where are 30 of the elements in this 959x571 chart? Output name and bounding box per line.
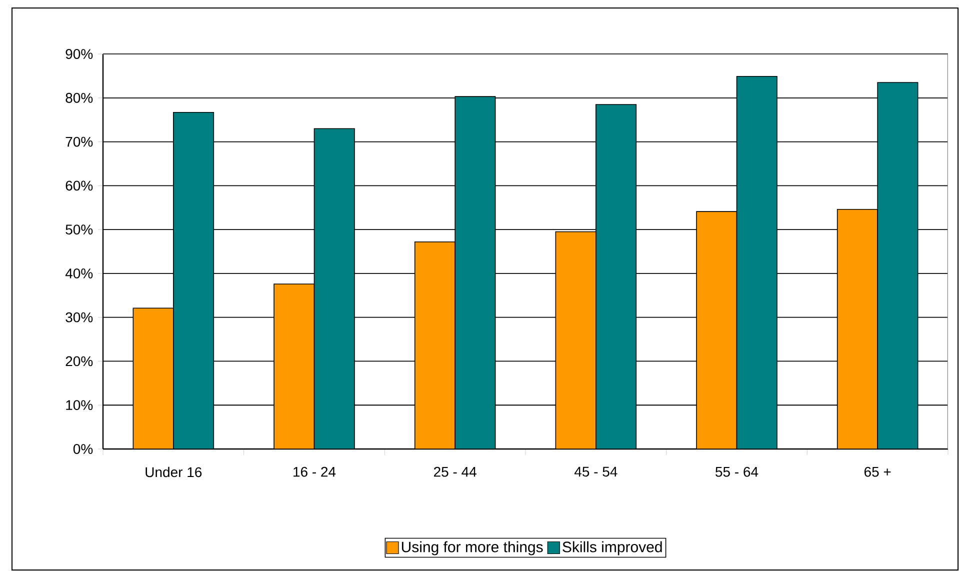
y-tick-label: 30% bbox=[66, 312, 93, 322]
x-tick-label: Under 16 bbox=[146, 466, 202, 478]
bar bbox=[314, 128, 355, 449]
bar bbox=[555, 231, 596, 449]
y-tick-label: 60% bbox=[66, 180, 93, 191]
x-tick-label: 16 - 24 bbox=[294, 466, 336, 477]
bar bbox=[736, 76, 778, 449]
x-tick-label: 25 - 44 bbox=[434, 466, 476, 477]
y-tick-label: 50% bbox=[66, 224, 93, 235]
bar bbox=[596, 104, 637, 449]
x-tick-label: 65 + bbox=[864, 466, 891, 477]
legend-label: Skills improved bbox=[562, 541, 662, 556]
x-tick-label: 55 - 64 bbox=[716, 466, 758, 477]
y-tick-label: 10% bbox=[66, 400, 93, 410]
bar bbox=[836, 208, 878, 449]
x-tick-label: 45 - 54 bbox=[574, 466, 618, 477]
bar bbox=[696, 211, 738, 449]
y-tick-label: 70% bbox=[66, 136, 93, 147]
bar bbox=[414, 241, 456, 449]
bar bbox=[454, 96, 496, 449]
y-tick-label: 90% bbox=[66, 49, 93, 59]
bar bbox=[132, 308, 174, 449]
bar bbox=[274, 284, 315, 449]
bar bbox=[173, 112, 214, 449]
y-tick-label: 40% bbox=[65, 268, 93, 278]
y-tick-label: 80% bbox=[66, 92, 93, 103]
y-tick-label: 20% bbox=[66, 356, 93, 366]
bar bbox=[877, 82, 918, 449]
y-tick-label: 0% bbox=[73, 444, 93, 454]
legend-label: Using for more things bbox=[402, 541, 543, 556]
